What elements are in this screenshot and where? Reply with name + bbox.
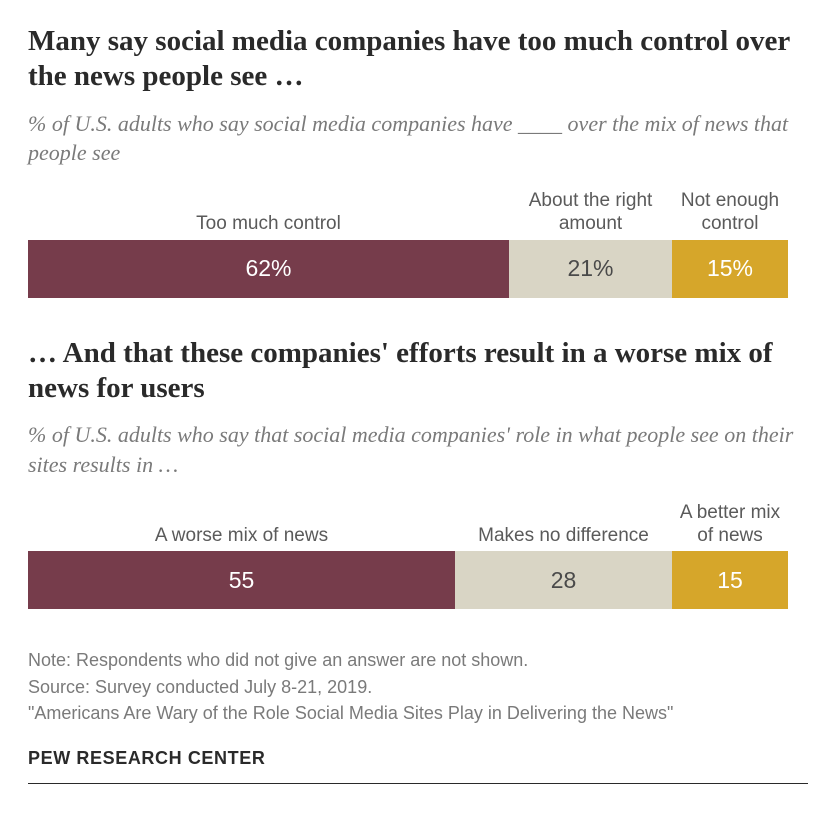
footer-note: Note: Respondents who did not give an an… (28, 647, 808, 673)
chart-1-seg-0-label: Too much control (28, 190, 509, 236)
footer-attribution: PEW RESEARCH CENTER (28, 748, 808, 769)
chart-1-title: Many say social media companies have too… (28, 24, 808, 95)
chart-1-seg-2-label: Not enough control (672, 190, 788, 236)
chart-2-seg-0-label: A worse mix of news (28, 502, 455, 548)
chart-2-seg-1-label: Makes no difference (455, 502, 672, 548)
chart-2-labels: A worse mix of news Makes no difference … (28, 502, 788, 548)
chart-2-seg-2: 15 (672, 551, 788, 609)
chart-1-bar: 62% 21% 15% (28, 240, 788, 298)
chart-2: … And that these companies' efforts resu… (28, 336, 808, 610)
chart-1-labels: Too much control About the right amount … (28, 190, 788, 236)
chart-1: Many say social media companies have too… (28, 24, 808, 298)
chart-2-subtitle: % of U.S. adults who say that social med… (28, 420, 808, 479)
chart-2-seg-2-label: A better mix of news (672, 502, 788, 548)
chart-1-seg-1: 21% (509, 240, 672, 298)
chart-2-title: … And that these companies' efforts resu… (28, 336, 808, 407)
chart-2-seg-0: 55 (28, 551, 455, 609)
chart-2-bar: 55 28 15 (28, 551, 788, 609)
footer: Note: Respondents who did not give an an… (28, 647, 808, 783)
footer-rule (28, 783, 808, 784)
chart-1-seg-1-label: About the right amount (509, 190, 672, 236)
chart-2-seg-1: 28 (455, 551, 672, 609)
footer-source: Source: Survey conducted July 8-21, 2019… (28, 674, 808, 700)
chart-1-seg-0: 62% (28, 240, 509, 298)
chart-1-seg-2: 15% (672, 240, 788, 298)
footer-quote: "Americans Are Wary of the Role Social M… (28, 700, 808, 726)
chart-1-subtitle: % of U.S. adults who say social media co… (28, 109, 808, 168)
